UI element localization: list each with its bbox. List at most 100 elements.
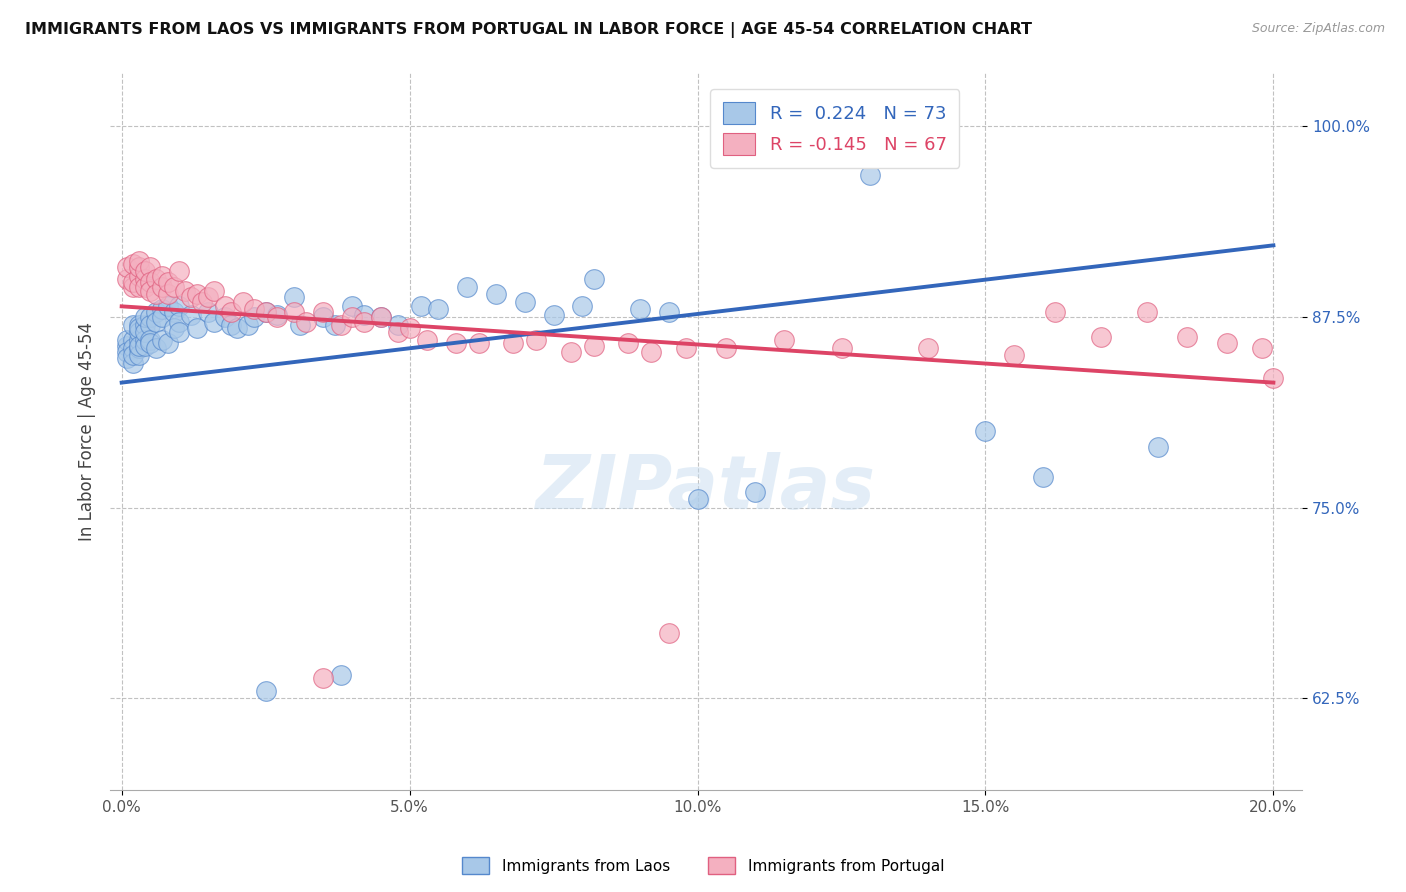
Point (122, 318, 145, 332)
Point (128, 341, 150, 355)
Point (167, 264, 190, 278)
Point (139, 275, 162, 289)
Point (122, 348, 145, 362)
Point (117, 272, 139, 286)
Point (134, 310, 156, 324)
Point (134, 325, 156, 339)
Legend: Immigrants from Laos, Immigrants from Portugal: Immigrants from Laos, Immigrants from Po… (456, 851, 950, 880)
Point (312, 305, 335, 319)
Text: Source: ZipAtlas.com: Source: ZipAtlas.com (1251, 22, 1385, 36)
Point (312, 672, 335, 686)
Point (128, 253, 150, 268)
Point (128, 318, 150, 332)
Point (744, 485, 766, 500)
Point (617, 335, 640, 350)
Point (266, 309, 288, 323)
Point (1043, 305, 1066, 319)
Point (582, 339, 605, 353)
Point (444, 335, 467, 350)
Point (128, 320, 150, 334)
Point (1263, 371, 1285, 385)
Point (658, 625, 681, 640)
Point (117, 260, 139, 274)
Point (1002, 348, 1025, 362)
Point (283, 305, 305, 319)
Point (266, 310, 288, 324)
Point (254, 305, 277, 319)
Point (340, 299, 363, 313)
Point (134, 318, 156, 332)
Point (485, 287, 508, 301)
Point (295, 315, 318, 329)
Point (225, 320, 247, 334)
Point (283, 290, 305, 304)
Point (122, 275, 145, 289)
Point (859, 168, 882, 182)
Point (191, 294, 214, 309)
Point (340, 310, 363, 324)
Point (686, 491, 709, 506)
Point (628, 302, 651, 317)
Point (202, 315, 225, 329)
Point (197, 305, 219, 319)
Point (312, 310, 335, 324)
Point (370, 310, 392, 324)
Point (156, 299, 179, 313)
Point (243, 302, 266, 317)
Point (145, 305, 167, 319)
Point (387, 318, 409, 332)
Point (162, 320, 184, 334)
Point (640, 345, 662, 359)
Point (139, 318, 162, 332)
Point (117, 351, 139, 366)
Point (122, 333, 145, 347)
Point (122, 356, 145, 370)
Point (831, 341, 853, 355)
Y-axis label: In Labor Force | Age 45-54: In Labor Force | Age 45-54 (79, 322, 96, 541)
Point (122, 257, 145, 271)
Point (117, 333, 139, 347)
Point (122, 279, 145, 293)
Point (202, 284, 225, 298)
Point (145, 287, 167, 301)
Point (150, 310, 173, 324)
Point (128, 268, 150, 283)
Point (122, 341, 145, 355)
Point (174, 284, 197, 298)
Point (145, 315, 167, 329)
Point (167, 325, 190, 339)
Text: ZIPatlas: ZIPatlas (536, 452, 876, 525)
Point (128, 325, 150, 339)
Point (773, 333, 796, 347)
Point (150, 279, 173, 293)
Point (117, 339, 139, 353)
Point (467, 335, 489, 350)
Point (254, 683, 277, 698)
Point (1147, 440, 1170, 454)
Point (411, 299, 433, 313)
Point (1216, 335, 1239, 350)
Point (134, 339, 156, 353)
Point (139, 310, 162, 324)
Point (156, 275, 179, 289)
Point (387, 325, 409, 339)
Point (1175, 330, 1198, 344)
Point (162, 279, 184, 293)
Point (150, 333, 173, 347)
Point (416, 333, 439, 347)
Point (214, 310, 236, 324)
Point (219, 305, 242, 319)
Point (427, 302, 450, 317)
Point (571, 299, 593, 313)
Point (329, 668, 352, 682)
Point (156, 287, 179, 301)
Point (139, 284, 162, 298)
Text: IMMIGRANTS FROM LAOS VS IMMIGRANTS FROM PORTUGAL IN LABOR FORCE | AGE 45-54 CORR: IMMIGRANTS FROM LAOS VS IMMIGRANTS FROM … (25, 22, 1032, 38)
Point (186, 320, 208, 334)
Point (974, 425, 997, 439)
Point (214, 299, 236, 313)
Point (156, 335, 179, 350)
Point (560, 345, 582, 359)
Point (1136, 305, 1159, 319)
Point (543, 309, 565, 323)
